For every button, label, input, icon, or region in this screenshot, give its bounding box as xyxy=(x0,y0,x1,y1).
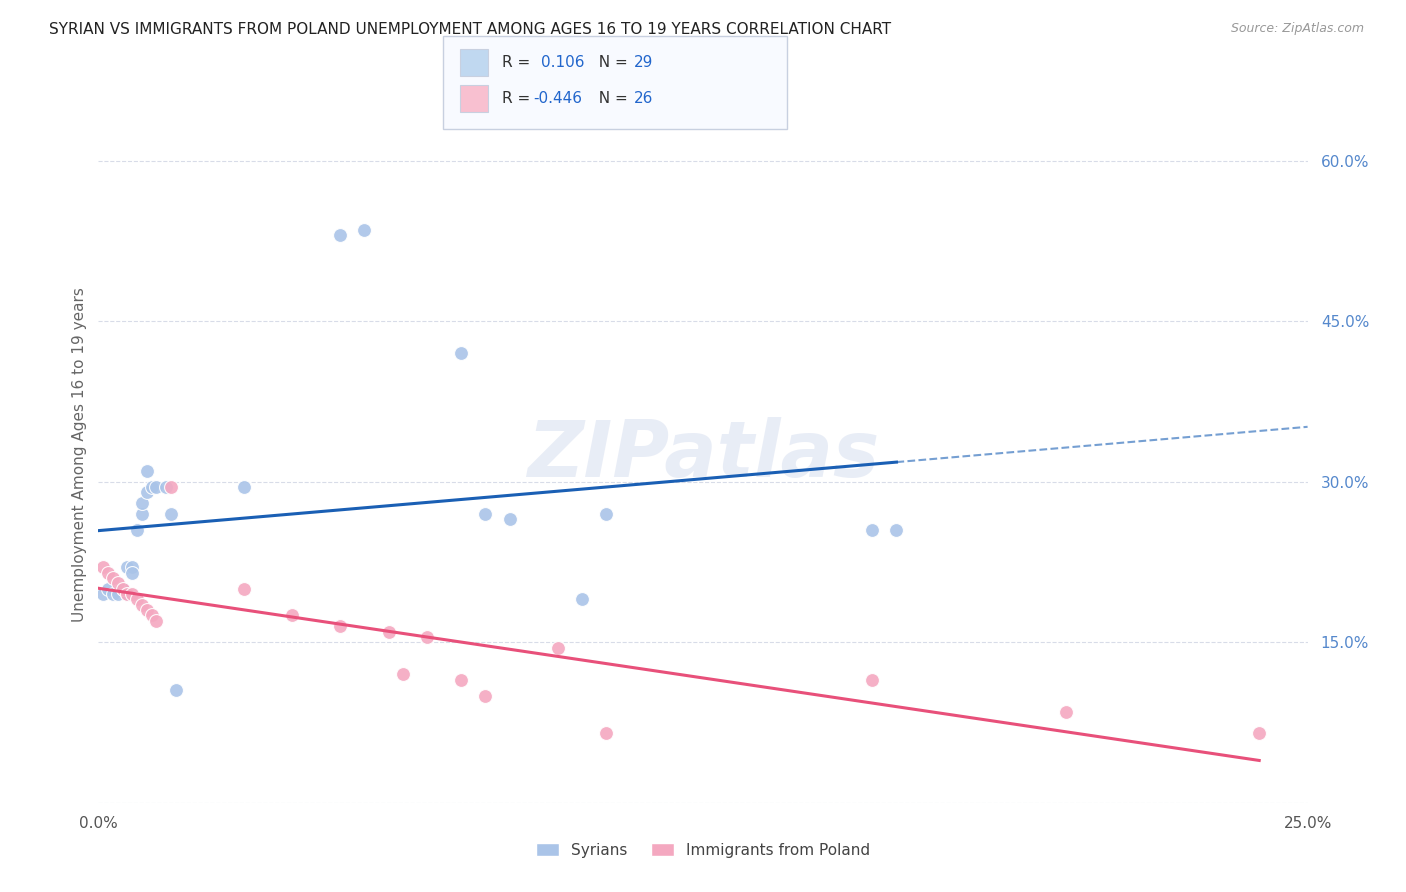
Point xyxy=(145,614,167,628)
Text: ZIPatlas: ZIPatlas xyxy=(527,417,879,493)
Point xyxy=(141,480,163,494)
Point xyxy=(97,582,120,596)
Point xyxy=(117,560,139,574)
Point xyxy=(450,673,472,687)
Point xyxy=(117,587,139,601)
Point xyxy=(860,523,883,537)
Text: -0.446: -0.446 xyxy=(533,91,582,105)
Point xyxy=(117,587,139,601)
Point xyxy=(353,223,375,237)
Point xyxy=(392,667,415,681)
Point xyxy=(165,683,187,698)
Point xyxy=(101,587,124,601)
Point xyxy=(97,566,120,580)
Legend: Syrians, Immigrants from Poland: Syrians, Immigrants from Poland xyxy=(536,843,870,858)
Text: R =: R = xyxy=(502,91,536,105)
Point xyxy=(135,485,157,500)
Point xyxy=(1249,726,1271,740)
Point xyxy=(571,592,593,607)
Point xyxy=(377,624,399,639)
Point xyxy=(886,523,908,537)
Point xyxy=(155,480,177,494)
Point xyxy=(232,582,254,596)
Text: N =: N = xyxy=(589,55,633,70)
Point xyxy=(111,582,134,596)
Point xyxy=(127,592,149,607)
Point xyxy=(131,496,153,510)
Point xyxy=(121,587,143,601)
Text: N =: N = xyxy=(589,91,633,105)
Y-axis label: Unemployment Among Ages 16 to 19 years: Unemployment Among Ages 16 to 19 years xyxy=(72,287,87,623)
Point xyxy=(329,228,352,243)
Point xyxy=(329,619,352,633)
Point xyxy=(160,480,183,494)
Point xyxy=(91,560,114,574)
Point xyxy=(860,673,883,687)
Point xyxy=(474,689,496,703)
Text: Source: ZipAtlas.com: Source: ZipAtlas.com xyxy=(1230,22,1364,36)
Text: 26: 26 xyxy=(634,91,654,105)
Point xyxy=(416,630,439,644)
Text: 0.106: 0.106 xyxy=(541,55,585,70)
Text: R =: R = xyxy=(502,55,536,70)
Point xyxy=(91,587,114,601)
Point xyxy=(281,608,304,623)
Point xyxy=(121,560,143,574)
Point xyxy=(450,346,472,360)
Point xyxy=(121,566,143,580)
Point xyxy=(111,582,134,596)
Point xyxy=(135,464,157,478)
Point xyxy=(160,507,183,521)
Point xyxy=(1054,705,1077,719)
Point xyxy=(127,523,149,537)
Point xyxy=(101,571,124,585)
Point xyxy=(141,608,163,623)
Point xyxy=(145,480,167,494)
Text: 29: 29 xyxy=(634,55,654,70)
Point xyxy=(131,598,153,612)
Point xyxy=(595,507,617,521)
Text: SYRIAN VS IMMIGRANTS FROM POLAND UNEMPLOYMENT AMONG AGES 16 TO 19 YEARS CORRELAT: SYRIAN VS IMMIGRANTS FROM POLAND UNEMPLO… xyxy=(49,22,891,37)
Point xyxy=(135,603,157,617)
Point xyxy=(107,587,129,601)
Point xyxy=(232,480,254,494)
Point xyxy=(107,576,129,591)
Point xyxy=(595,726,617,740)
Point xyxy=(547,640,569,655)
Point xyxy=(498,512,520,526)
Point xyxy=(474,507,496,521)
Point xyxy=(131,507,153,521)
